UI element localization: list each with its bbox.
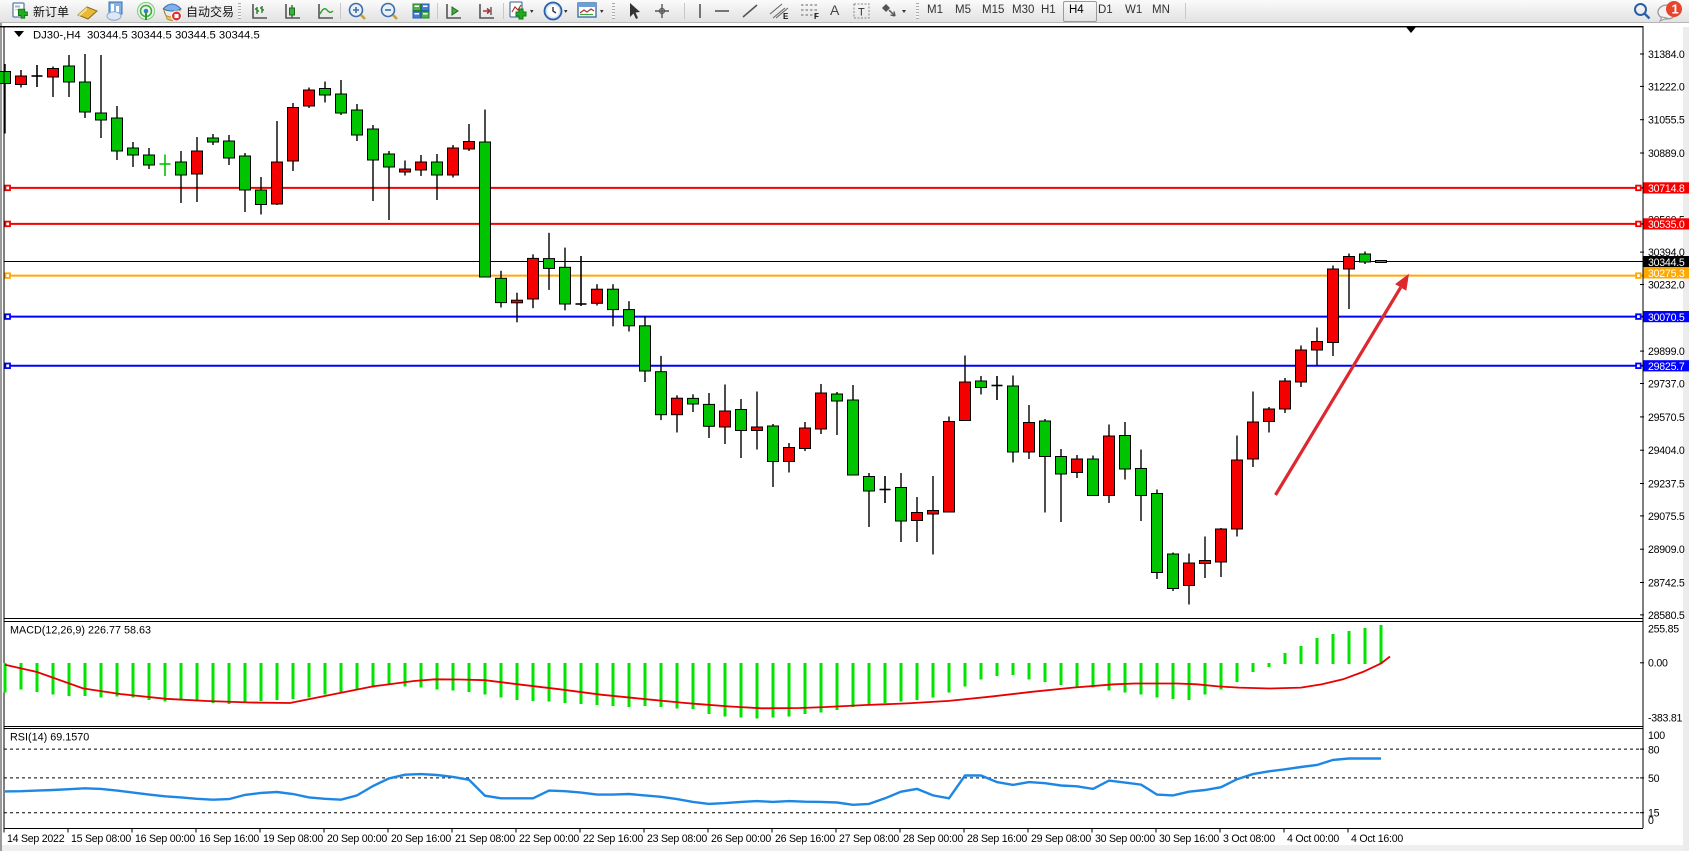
- svg-text:20 Sep 16:00: 20 Sep 16:00: [391, 833, 451, 845]
- svg-text:F: F: [814, 12, 819, 21]
- svg-text:15 Sep 08:00: 15 Sep 08:00: [71, 833, 131, 845]
- svg-text:255.85: 255.85: [1648, 624, 1679, 636]
- svg-text:30275.3: 30275.3: [1648, 268, 1685, 280]
- svg-text:14 Sep 2022: 14 Sep 2022: [7, 833, 65, 845]
- svg-text:16 Sep 00:00: 16 Sep 00:00: [135, 833, 195, 845]
- svg-text:30070.5: 30070.5: [1648, 312, 1685, 324]
- svg-text:T: T: [858, 7, 865, 19]
- svg-text:3 Oct 08:00: 3 Oct 08:00: [1223, 833, 1275, 845]
- svg-text:0.00: 0.00: [1648, 658, 1668, 670]
- svg-text:22 Sep 00:00: 22 Sep 00:00: [519, 833, 579, 845]
- svg-text:1: 1: [1672, 2, 1679, 17]
- svg-text:21 Sep 08:00: 21 Sep 08:00: [455, 833, 515, 845]
- svg-text:0: 0: [1648, 815, 1654, 827]
- svg-text:30344.5: 30344.5: [1648, 257, 1685, 269]
- svg-text:30714.8: 30714.8: [1648, 183, 1685, 195]
- svg-text:28909.0: 28909.0: [1648, 544, 1685, 556]
- svg-text:80: 80: [1648, 745, 1660, 757]
- svg-text:26 Sep 00:00: 26 Sep 00:00: [711, 833, 771, 845]
- svg-text:30 Sep 00:00: 30 Sep 00:00: [1095, 833, 1155, 845]
- svg-text:30889.0: 30889.0: [1648, 148, 1685, 160]
- svg-text:31384.0: 31384.0: [1648, 49, 1685, 61]
- svg-text:4 Oct 16:00: 4 Oct 16:00: [1351, 833, 1403, 845]
- svg-text:16 Sep 16:00: 16 Sep 16:00: [199, 833, 259, 845]
- svg-text:29 Sep 08:00: 29 Sep 08:00: [1031, 833, 1091, 845]
- svg-text:50: 50: [1648, 773, 1660, 785]
- svg-text:15: 15: [1648, 808, 1660, 820]
- svg-text:29237.5: 29237.5: [1648, 479, 1685, 491]
- svg-text:29570.5: 29570.5: [1648, 412, 1685, 424]
- svg-text:RSI(14) 69.1570: RSI(14) 69.1570: [10, 732, 89, 744]
- svg-text:29737.0: 29737.0: [1648, 379, 1685, 391]
- svg-text:23 Sep 08:00: 23 Sep 08:00: [647, 833, 707, 845]
- svg-text:DJ30-,H4 30344.5 30344.5 3034: DJ30-,H4 30344.5 30344.5 30344.5 30344.5: [33, 30, 260, 42]
- svg-text:20 Sep 00:00: 20 Sep 00:00: [327, 833, 387, 845]
- svg-text:100: 100: [1648, 730, 1665, 742]
- svg-text:28 Sep 00:00: 28 Sep 00:00: [903, 833, 963, 845]
- svg-text:29899.0: 29899.0: [1648, 346, 1685, 358]
- svg-text:-383.81: -383.81: [1648, 713, 1683, 725]
- svg-text:31222.0: 31222.0: [1648, 81, 1685, 93]
- svg-text:30232.0: 30232.0: [1648, 280, 1685, 292]
- svg-text:4 Oct 00:00: 4 Oct 00:00: [1287, 833, 1339, 845]
- svg-text:29825.7: 29825.7: [1648, 361, 1685, 373]
- svg-text:28742.5: 28742.5: [1648, 578, 1685, 590]
- svg-text:MACD(12,26,9) 226.77 58.63: MACD(12,26,9) 226.77 58.63: [10, 625, 151, 637]
- svg-text:26 Sep 16:00: 26 Sep 16:00: [775, 833, 835, 845]
- svg-text:28 Sep 16:00: 28 Sep 16:00: [967, 833, 1027, 845]
- svg-text:29075.5: 29075.5: [1648, 511, 1685, 523]
- svg-text:31055.5: 31055.5: [1648, 115, 1685, 127]
- svg-text:29404.0: 29404.0: [1648, 445, 1685, 457]
- svg-text:27 Sep 08:00: 27 Sep 08:00: [839, 833, 899, 845]
- svg-text:22 Sep 16:00: 22 Sep 16:00: [583, 833, 643, 845]
- svg-text:E: E: [783, 12, 789, 21]
- svg-text:30 Sep 16:00: 30 Sep 16:00: [1159, 833, 1219, 845]
- svg-text:28580.5: 28580.5: [1648, 610, 1685, 622]
- svg-text:19 Sep 08:00: 19 Sep 08:00: [263, 833, 323, 845]
- svg-text:30535.0: 30535.0: [1648, 219, 1685, 231]
